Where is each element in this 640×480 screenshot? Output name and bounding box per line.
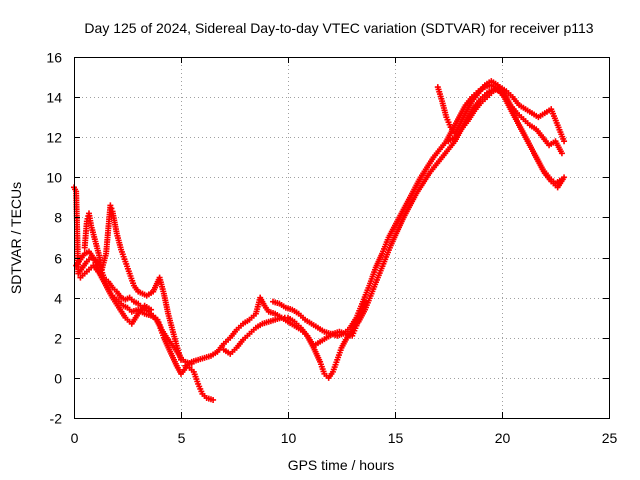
chart-title: Day 125 of 2024, Sidereal Day-to-day VTE…	[84, 20, 593, 36]
y-tick-label: 14	[46, 90, 62, 106]
y-tick-label: 0	[54, 371, 62, 387]
x-tick-label: 15	[388, 430, 404, 446]
x-tick-label: 25	[602, 430, 618, 446]
y-tick-label: 10	[46, 170, 62, 186]
x-tick-label: 10	[281, 430, 297, 446]
y-tick-label: 4	[54, 291, 62, 307]
data-point	[561, 138, 568, 145]
y-tick-label: -2	[50, 411, 63, 427]
data-point	[558, 150, 565, 157]
y-tick-label: 8	[54, 210, 62, 226]
x-axis-label: GPS time / hours	[288, 457, 395, 473]
x-tick-label: 20	[495, 430, 511, 446]
data-point	[178, 356, 184, 363]
plot-frame	[74, 57, 610, 419]
y-tick-label: 2	[54, 331, 62, 347]
data-points	[71, 78, 568, 403]
tick-labels: 0 5 10 15 20 25 -2 0 2 4 6 8 10 12 14 16	[46, 50, 617, 447]
data-point	[561, 174, 568, 181]
x-tick-label: 5	[178, 430, 186, 446]
axis-ticks	[74, 57, 610, 419]
data-point	[148, 306, 155, 313]
x-tick-label: 0	[71, 430, 79, 446]
y-tick-label: 12	[46, 130, 62, 146]
y-tick-label: 16	[46, 50, 62, 66]
data-point	[108, 205, 115, 212]
data-point	[107, 202, 114, 209]
y-axis-label: SDTVAR / TECUs	[8, 182, 24, 294]
y-tick-label: 6	[54, 251, 62, 267]
data-point	[210, 396, 217, 403]
